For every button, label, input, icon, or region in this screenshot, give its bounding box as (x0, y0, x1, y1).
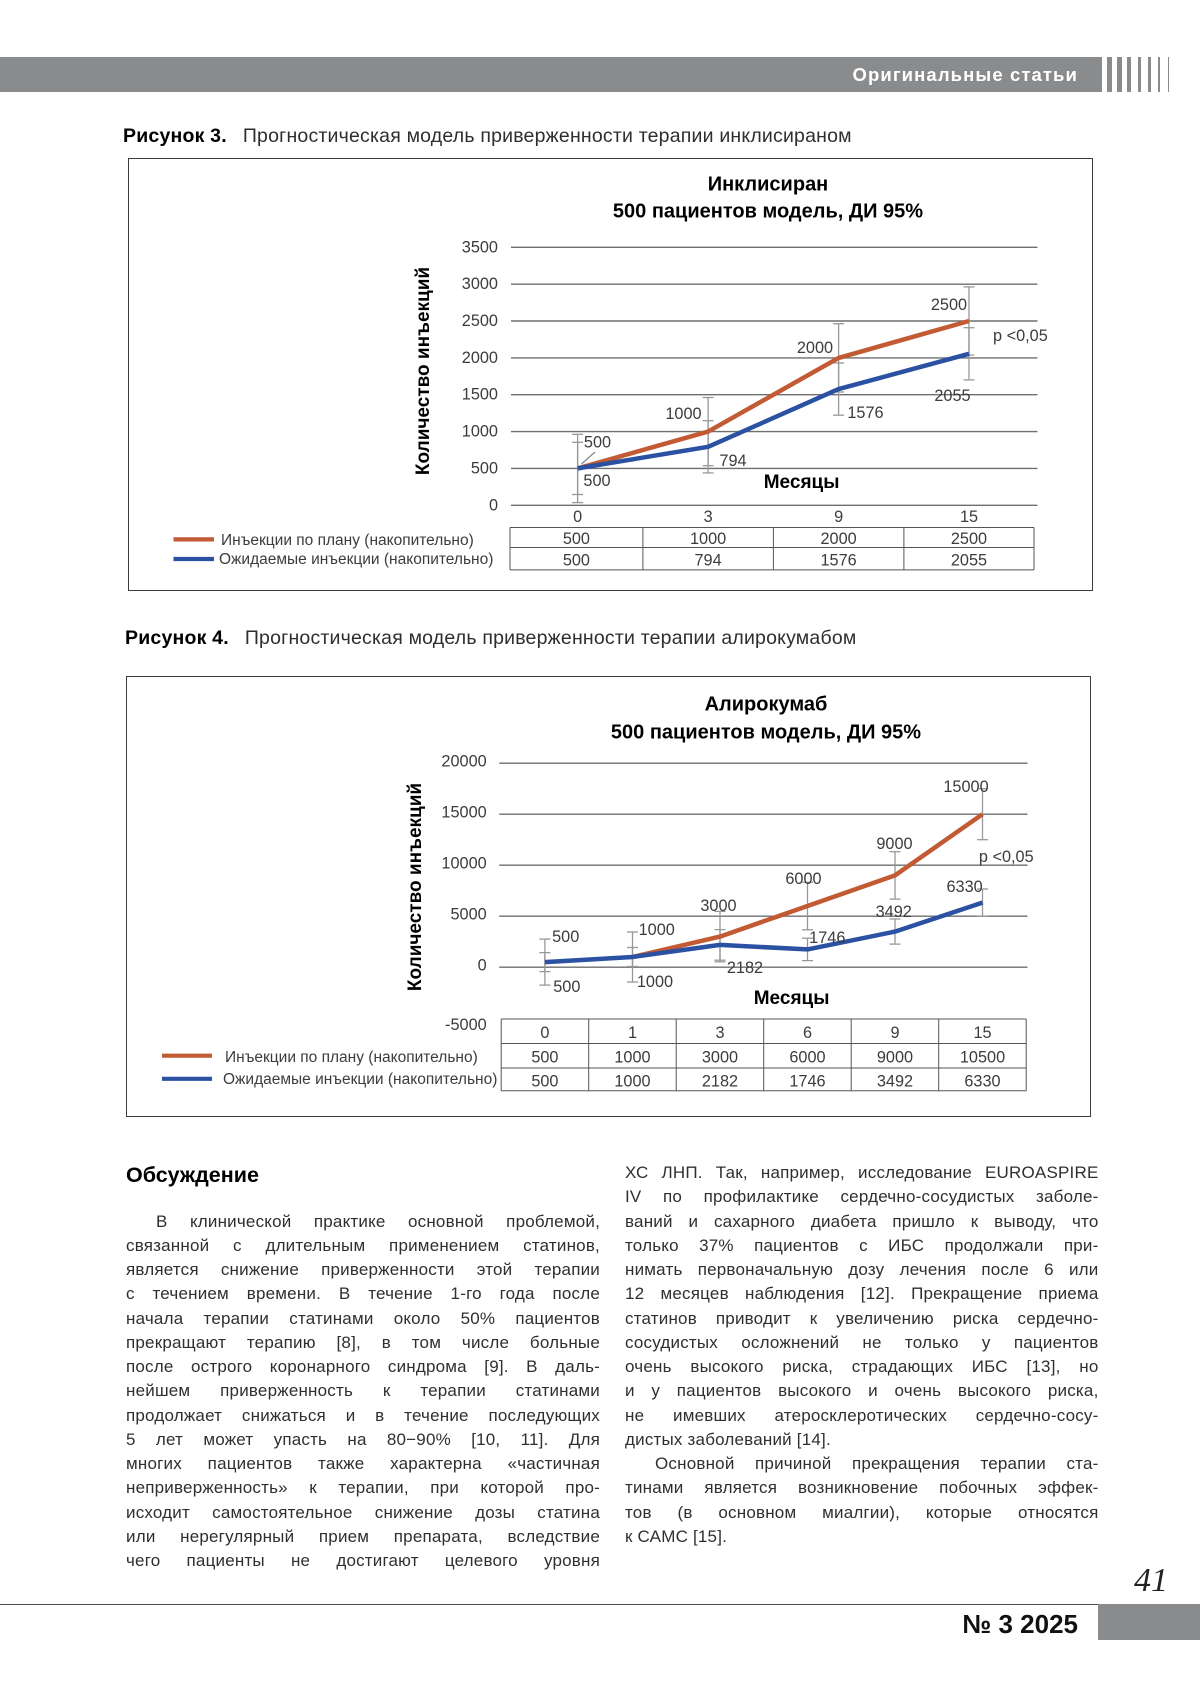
svg-text:3492: 3492 (876, 903, 912, 921)
svg-text:15: 15 (960, 508, 978, 526)
svg-text:1000: 1000 (614, 1049, 650, 1067)
svg-text:3500: 3500 (462, 238, 498, 256)
svg-text:15000: 15000 (943, 778, 988, 796)
svg-text:0: 0 (540, 1024, 549, 1042)
svg-text:1746: 1746 (809, 929, 845, 947)
svg-text:10000: 10000 (441, 855, 486, 873)
svg-text:2500: 2500 (462, 312, 498, 330)
svg-text:3000: 3000 (462, 275, 498, 293)
svg-text:1576: 1576 (847, 404, 883, 422)
svg-text:9: 9 (834, 508, 843, 526)
svg-text:1: 1 (628, 1024, 637, 1042)
svg-text:0: 0 (489, 496, 498, 514)
svg-text:1000: 1000 (690, 530, 726, 548)
svg-text:1000: 1000 (665, 405, 701, 423)
svg-text:500: 500 (584, 434, 611, 452)
svg-text:p <0,05: p <0,05 (993, 327, 1048, 345)
svg-text:9: 9 (890, 1024, 899, 1042)
svg-text:Инклисиран: Инклисиран (708, 174, 829, 196)
svg-text:5000: 5000 (450, 906, 486, 924)
svg-text:0: 0 (478, 957, 487, 975)
svg-text:500 пациентов модель, ДИ 95%: 500 пациентов модель, ДИ 95% (613, 201, 923, 223)
svg-text:Алирокумаб: Алирокумаб (705, 694, 828, 716)
svg-text:2500: 2500 (931, 296, 967, 314)
svg-text:1000: 1000 (462, 423, 498, 441)
svg-text:3000: 3000 (700, 897, 736, 915)
svg-text:6330: 6330 (964, 1073, 1000, 1091)
svg-text:6: 6 (803, 1024, 812, 1042)
svg-text:6000: 6000 (789, 1049, 825, 1067)
svg-text:6330: 6330 (946, 878, 982, 896)
svg-text:Ожидаемые инъекции (накопитель: Ожидаемые инъекции (накопительно) (219, 551, 493, 568)
svg-text:500: 500 (531, 1049, 558, 1067)
svg-text:Количество инъекций: Количество инъекций (405, 783, 426, 991)
svg-text:15000: 15000 (441, 804, 486, 822)
svg-text:-5000: -5000 (445, 1016, 487, 1034)
svg-text:500: 500 (552, 928, 579, 946)
svg-text:15: 15 (973, 1024, 991, 1042)
svg-text:0: 0 (573, 508, 582, 526)
svg-text:500: 500 (563, 530, 590, 548)
svg-text:500: 500 (531, 1073, 558, 1091)
svg-text:500: 500 (471, 459, 498, 477)
svg-text:Инъекции по плану (накопительн: Инъекции по плану (накопительно) (225, 1049, 478, 1066)
svg-text:500: 500 (583, 472, 610, 490)
svg-text:Количество инъекций: Количество инъекций (413, 267, 434, 475)
svg-text:1500: 1500 (462, 386, 498, 404)
svg-text:500: 500 (563, 551, 590, 569)
svg-text:3: 3 (715, 1024, 724, 1042)
svg-text:Месяцы: Месяцы (754, 988, 830, 1009)
svg-text:2055: 2055 (951, 551, 987, 569)
svg-text:9000: 9000 (877, 1049, 913, 1067)
svg-text:1000: 1000 (639, 921, 675, 939)
svg-text:3000: 3000 (702, 1049, 738, 1067)
svg-text:500 пациентов модель, ДИ 95%: 500 пациентов модель, ДИ 95% (611, 722, 921, 744)
svg-text:Ожидаемые инъекции (накопитель: Ожидаемые инъекции (накопительно) (223, 1071, 497, 1088)
svg-text:2500: 2500 (951, 530, 987, 548)
svg-text:2000: 2000 (462, 349, 498, 367)
svg-text:p <0,05: p <0,05 (979, 848, 1034, 866)
svg-text:20000: 20000 (441, 753, 486, 771)
svg-text:794: 794 (695, 551, 722, 569)
svg-text:2182: 2182 (702, 1073, 738, 1091)
svg-text:Инъекции по плану (накопительн: Инъекции по плану (накопительно) (221, 532, 474, 549)
svg-text:1746: 1746 (789, 1073, 825, 1091)
svg-text:2182: 2182 (727, 959, 763, 977)
svg-text:Месяцы: Месяцы (764, 472, 840, 493)
svg-text:2000: 2000 (797, 339, 833, 357)
svg-text:3492: 3492 (877, 1073, 913, 1091)
svg-text:9000: 9000 (876, 835, 912, 853)
svg-text:500: 500 (553, 978, 580, 996)
svg-text:2055: 2055 (934, 387, 970, 405)
svg-text:6000: 6000 (785, 870, 821, 888)
svg-text:10500: 10500 (960, 1049, 1005, 1067)
svg-text:1000: 1000 (614, 1073, 650, 1091)
svg-text:794: 794 (719, 452, 746, 470)
svg-text:1000: 1000 (637, 973, 673, 991)
svg-text:3: 3 (704, 508, 713, 526)
svg-text:1576: 1576 (820, 551, 856, 569)
svg-text:2000: 2000 (820, 530, 856, 548)
